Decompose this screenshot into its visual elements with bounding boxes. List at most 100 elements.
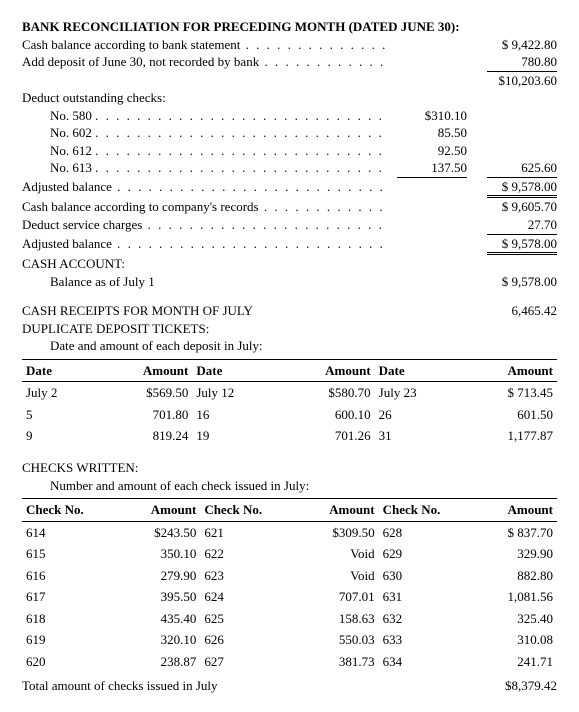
- label: Cash balance according to bank statement: [22, 36, 387, 54]
- cell: 630: [379, 565, 477, 587]
- cell: 631: [379, 586, 477, 608]
- cell: 325.40: [477, 608, 557, 630]
- col-header: Amount: [277, 359, 375, 382]
- table-row: 616279.90623Void630882.80: [22, 565, 557, 587]
- check-amount-a: 92.50: [387, 142, 467, 160]
- line-cash-receipts: CASH RECEIPTS FOR MONTH OF JULY 6,465.42: [22, 302, 557, 320]
- table-row: 5701.8016600.1026601.50: [22, 404, 557, 426]
- cell: 19: [192, 425, 276, 447]
- cell: $580.70: [277, 382, 375, 404]
- line-add-deposit: Add deposit of June 30, not recorded by …: [22, 53, 557, 72]
- line-service-charges: Deduct service charges 27.70: [22, 216, 557, 235]
- cell: $ 837.70: [477, 521, 557, 543]
- table-row: 620238.87627381.73634241.71: [22, 651, 557, 673]
- cell: 882.80: [477, 565, 557, 587]
- cell: 320.10: [120, 629, 200, 651]
- col-header: Amount: [299, 499, 379, 522]
- cell: 618: [22, 608, 120, 630]
- cell: 620: [22, 651, 120, 673]
- cell: July 2: [22, 382, 94, 404]
- table-row: 9819.2419701.26311,177.87: [22, 425, 557, 447]
- amount: $8,379.42: [467, 677, 557, 695]
- col-header: Date: [375, 359, 459, 382]
- amount: 780.80: [467, 53, 557, 72]
- cell: 623: [200, 565, 298, 587]
- check-amount-a: 85.50: [387, 124, 467, 142]
- cell: 614: [22, 521, 120, 543]
- cell: $243.50: [120, 521, 200, 543]
- cell: 16: [192, 404, 276, 426]
- cell: 622: [200, 543, 298, 565]
- col-header: Amount: [459, 359, 557, 382]
- table-row: 618435.40625158.63632325.40: [22, 608, 557, 630]
- label: Deduct service charges: [22, 216, 387, 234]
- amount: $ 9,605.70: [467, 198, 557, 216]
- amount: $ 9,578.00: [467, 273, 557, 291]
- amount: 27.70: [467, 216, 557, 235]
- cell: 601.50: [459, 404, 557, 426]
- cell: 350.10: [120, 543, 200, 565]
- col-header: Amount: [120, 499, 200, 522]
- cell: 819.24: [94, 425, 192, 447]
- cell: Void: [299, 543, 379, 565]
- cell: 279.90: [120, 565, 200, 587]
- checks-written-subheader: Number and amount of each check issued i…: [22, 477, 557, 495]
- cell: 550.03: [299, 629, 379, 651]
- cell: 633: [379, 629, 477, 651]
- cell: 616: [22, 565, 120, 587]
- label: Adjusted balance: [22, 235, 387, 253]
- outstanding-check-row: No. 580 $310.10: [22, 107, 557, 125]
- duplicate-tickets-header: DUPLICATE DEPOSIT TICKETS:: [22, 320, 557, 338]
- line-cash-bank: Cash balance according to bank statement…: [22, 36, 557, 54]
- col-header: Check No.: [379, 499, 477, 522]
- col-header: Date: [192, 359, 276, 382]
- cash-account-header: CASH ACCOUNT:: [22, 255, 557, 273]
- table-row: 615350.10622Void629329.90: [22, 543, 557, 565]
- section-bank-recon-title: BANK RECONCILIATION FOR PRECEDING MONTH …: [22, 18, 557, 36]
- deduct-outstanding-header: Deduct outstanding checks:: [22, 89, 557, 107]
- label: Balance as of July 1: [22, 273, 387, 291]
- check-amount-a: 137.50: [387, 159, 467, 178]
- col-header: Date: [22, 359, 94, 382]
- cell: 625: [200, 608, 298, 630]
- line-cash-company: Cash balance according to company's reco…: [22, 198, 557, 216]
- cell: 701.80: [94, 404, 192, 426]
- cell: 238.87: [120, 651, 200, 673]
- line-checks-total: Total amount of checks issued in July $8…: [22, 677, 557, 695]
- cell: 31: [375, 425, 459, 447]
- cell: Void: [299, 565, 379, 587]
- checks-table: Check No.AmountCheck No.AmountCheck No.A…: [22, 498, 557, 672]
- cell: July 23: [375, 382, 459, 404]
- cell: 624: [200, 586, 298, 608]
- amount: $ 9,422.80: [467, 36, 557, 54]
- cell: 626: [200, 629, 298, 651]
- check-label: No. 602: [22, 124, 387, 142]
- line-adjusted-balance-1: Adjusted balance $ 9,578.00: [22, 178, 557, 199]
- cell: 1,081.56: [477, 586, 557, 608]
- amount: 6,465.42: [467, 302, 557, 320]
- amount: $ 9,578.00: [467, 178, 557, 199]
- cell: 9: [22, 425, 94, 447]
- cell: 707.01: [299, 586, 379, 608]
- cell: 619: [22, 629, 120, 651]
- checks-written-header: CHECKS WRITTEN:: [22, 459, 557, 477]
- check-amount-a: $310.10: [387, 107, 467, 125]
- label: Add deposit of June 30, not recorded by …: [22, 53, 387, 71]
- deposits-table: DateAmountDateAmountDateAmountJuly 2$569…: [22, 359, 557, 447]
- cell: 435.40: [120, 608, 200, 630]
- cell: 381.73: [299, 651, 379, 673]
- cell: 617: [22, 586, 120, 608]
- amount: $ 9,578.00: [467, 235, 557, 256]
- table-row: 619320.10626550.03633310.08: [22, 629, 557, 651]
- cell: $ 713.45: [459, 382, 557, 404]
- cell: 600.10: [277, 404, 375, 426]
- check-label: No. 580: [22, 107, 387, 125]
- cell: 241.71: [477, 651, 557, 673]
- label: Cash balance according to company's reco…: [22, 198, 387, 216]
- cell: 701.26: [277, 425, 375, 447]
- cell: 615: [22, 543, 120, 565]
- cell: 629: [379, 543, 477, 565]
- duplicate-tickets-subheader: Date and amount of each deposit in July:: [22, 337, 557, 355]
- line-subtotal1: $10,203.60: [22, 72, 557, 90]
- cell: 1,177.87: [459, 425, 557, 447]
